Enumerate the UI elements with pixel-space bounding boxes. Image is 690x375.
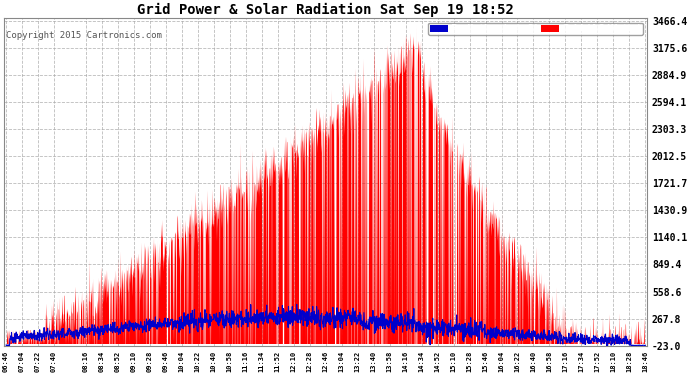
Text: Copyright 2015 Cartronics.com: Copyright 2015 Cartronics.com bbox=[6, 31, 161, 40]
Legend: Radiation (w/m2), Grid (AC Watts): Radiation (w/m2), Grid (AC Watts) bbox=[428, 22, 642, 35]
Title: Grid Power & Solar Radiation Sat Sep 19 18:52: Grid Power & Solar Radiation Sat Sep 19 … bbox=[137, 3, 514, 17]
